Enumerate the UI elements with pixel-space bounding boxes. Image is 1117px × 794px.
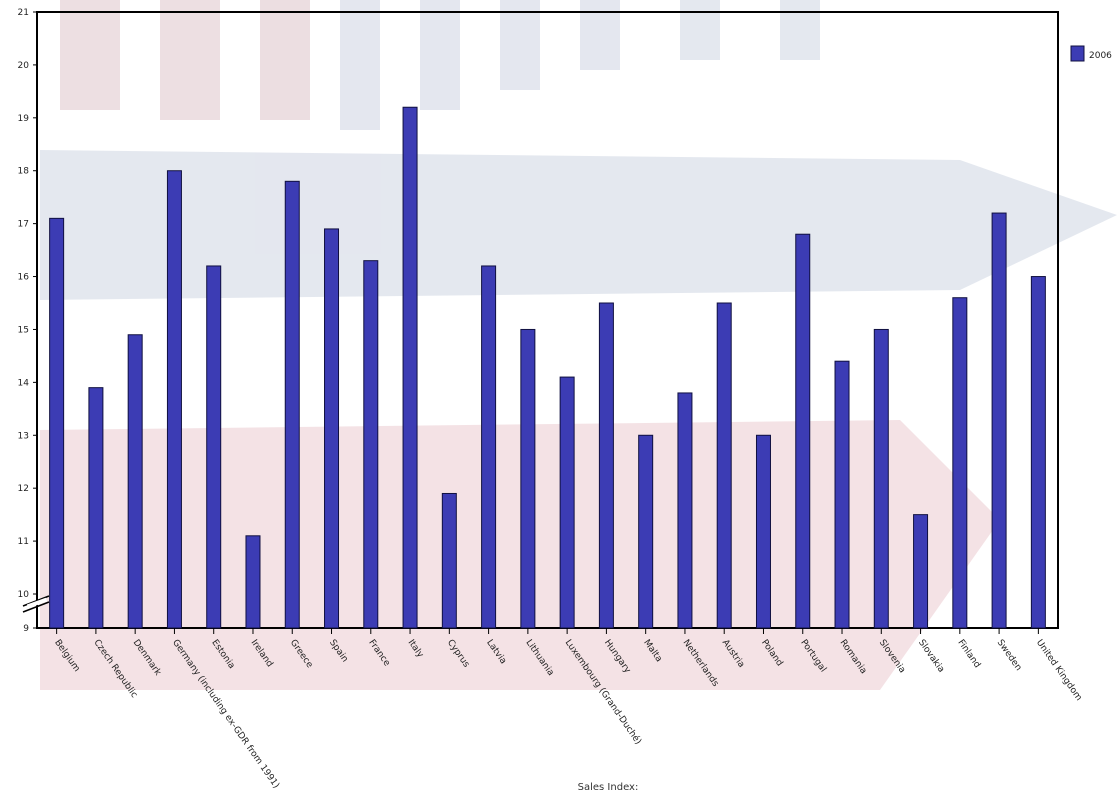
y-tick-label: 21 <box>18 8 29 18</box>
x-category-label: Sweden <box>995 638 1024 673</box>
bar <box>716 302 732 629</box>
bar <box>324 228 340 629</box>
y-tick-label: 16 <box>18 273 30 283</box>
y-tick-label: 14 <box>18 378 30 388</box>
bar <box>638 434 654 629</box>
axis-break-mark <box>22 601 50 613</box>
x-category-label: Greece <box>288 638 315 670</box>
x-axis-title: Sales Index: <box>578 782 639 793</box>
y-tick-label: 13 <box>18 431 29 441</box>
y-tick-label: 10 <box>18 590 30 600</box>
legend-swatch <box>1070 45 1085 62</box>
x-category-label: Czech Republic <box>91 638 139 700</box>
bar <box>49 217 65 629</box>
bar <box>206 265 222 629</box>
x-category-label: Latvia <box>484 638 508 666</box>
plot-frame <box>36 11 1059 629</box>
bar <box>481 265 497 629</box>
bar <box>677 392 693 629</box>
y-axis: 9 10 11 12 13 14 15 16 17 18 19 20 21 <box>18 8 50 634</box>
bar <box>834 360 850 629</box>
x-category-label: Hungary <box>602 638 633 676</box>
y-tick-label: 19 <box>18 114 30 124</box>
y-tick-label: 11 <box>18 537 29 547</box>
y-tick-label: 15 <box>18 325 29 335</box>
legend-label: 2006 <box>1089 51 1112 61</box>
x-category-label: Lithuania <box>523 638 555 678</box>
bar <box>441 492 457 629</box>
x-category-label: Spain <box>327 638 350 664</box>
bar <box>795 233 811 629</box>
bar <box>402 106 418 629</box>
x-category-label: Poland <box>759 638 784 668</box>
bar <box>1030 276 1046 629</box>
x-category-label: Finland <box>955 638 982 670</box>
bar <box>520 328 536 629</box>
bar <box>166 170 182 629</box>
bar <box>991 212 1007 629</box>
bar <box>598 302 614 629</box>
x-category-label: Cyprus <box>445 638 471 670</box>
bar <box>873 328 889 629</box>
bars <box>49 106 1046 629</box>
y-tick-label: 9 <box>23 624 29 634</box>
bar <box>363 260 379 629</box>
x-category-label: Malta <box>641 638 663 664</box>
bar <box>245 535 261 629</box>
x-category-label: Austria <box>720 638 746 670</box>
bar <box>913 514 929 629</box>
bar <box>284 180 300 629</box>
x-category-label: Luxembourg (Grand-Duché) <box>563 637 644 746</box>
bar <box>88 387 104 629</box>
bar <box>952 297 968 629</box>
axis-break-gap <box>26 597 48 609</box>
x-category-label: Italy <box>406 638 426 660</box>
y-tick-label: 20 <box>18 61 30 71</box>
x-category-label: Slovenia <box>877 638 907 675</box>
x-category-label: Slovakia <box>916 638 946 675</box>
x-category-label: Romania <box>838 638 869 676</box>
bar <box>755 434 771 629</box>
legend: 2006 <box>1070 45 1112 62</box>
x-category-label: United Kingdom <box>1034 638 1084 703</box>
x-category-label: Ireland <box>249 638 275 669</box>
x-category-label: Denmark <box>131 638 163 678</box>
y-tick-label: 17 <box>18 220 29 230</box>
bar <box>127 334 143 629</box>
x-category-label: Portugal <box>798 638 828 674</box>
x-category-label: France <box>366 638 392 669</box>
axis-break-mark <box>22 595 50 607</box>
y-tick-label: 12 <box>18 484 29 494</box>
y-tick-label: 18 <box>18 167 30 177</box>
x-category-label: Netherlands <box>680 638 720 689</box>
x-category-label: Estonia <box>209 638 236 671</box>
x-category-label: Belgium <box>52 638 81 674</box>
bar <box>559 376 575 629</box>
